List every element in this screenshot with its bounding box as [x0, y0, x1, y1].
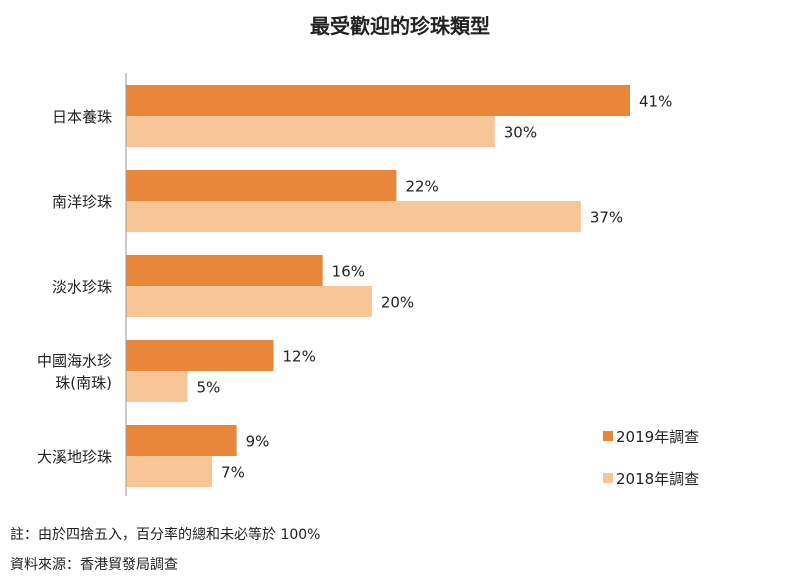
data-label: 30% [504, 124, 537, 142]
source-note: 資料來源：香港貿發局調查 [10, 557, 178, 573]
legend-swatch [603, 473, 613, 483]
bar-2019-3 [126, 340, 274, 371]
data-label: 37% [590, 209, 623, 227]
category-label: 日本養珠 [52, 108, 112, 126]
bar-2019-4 [126, 425, 237, 456]
footnote: 註：由於四捨五入，百分率的總和未必等於 100% [10, 527, 321, 543]
category-label: 南洋珍珠 [52, 193, 112, 211]
bar-2019-0 [126, 85, 630, 116]
data-label: 9% [246, 433, 270, 451]
legend-swatch [603, 431, 613, 441]
category-label: 大溪地珍珠 [37, 448, 112, 466]
category-label: 中國海水珍珠(南珠) [37, 352, 112, 392]
bar-2018-1 [126, 201, 581, 232]
bar-2018-4 [126, 456, 213, 487]
data-label: 7% [221, 464, 245, 482]
data-label: 22% [405, 178, 438, 196]
bar-2019-1 [126, 170, 397, 201]
data-label: 41% [639, 93, 672, 111]
data-label: 20% [381, 294, 414, 312]
bar-2018-3 [126, 371, 188, 402]
bar-2018-0 [126, 116, 495, 147]
legend-label: 2019年調查 [616, 428, 699, 446]
data-label: 16% [332, 263, 365, 281]
bar-2019-2 [126, 255, 323, 286]
category-label: 淡水珍珠 [52, 278, 112, 296]
legend-label: 2018年調查 [616, 470, 699, 488]
data-label: 5% [196, 379, 220, 397]
chart-title: 最受歡迎的珍珠類型 [310, 14, 490, 38]
bar-2018-2 [126, 286, 372, 317]
data-label: 12% [283, 348, 316, 366]
